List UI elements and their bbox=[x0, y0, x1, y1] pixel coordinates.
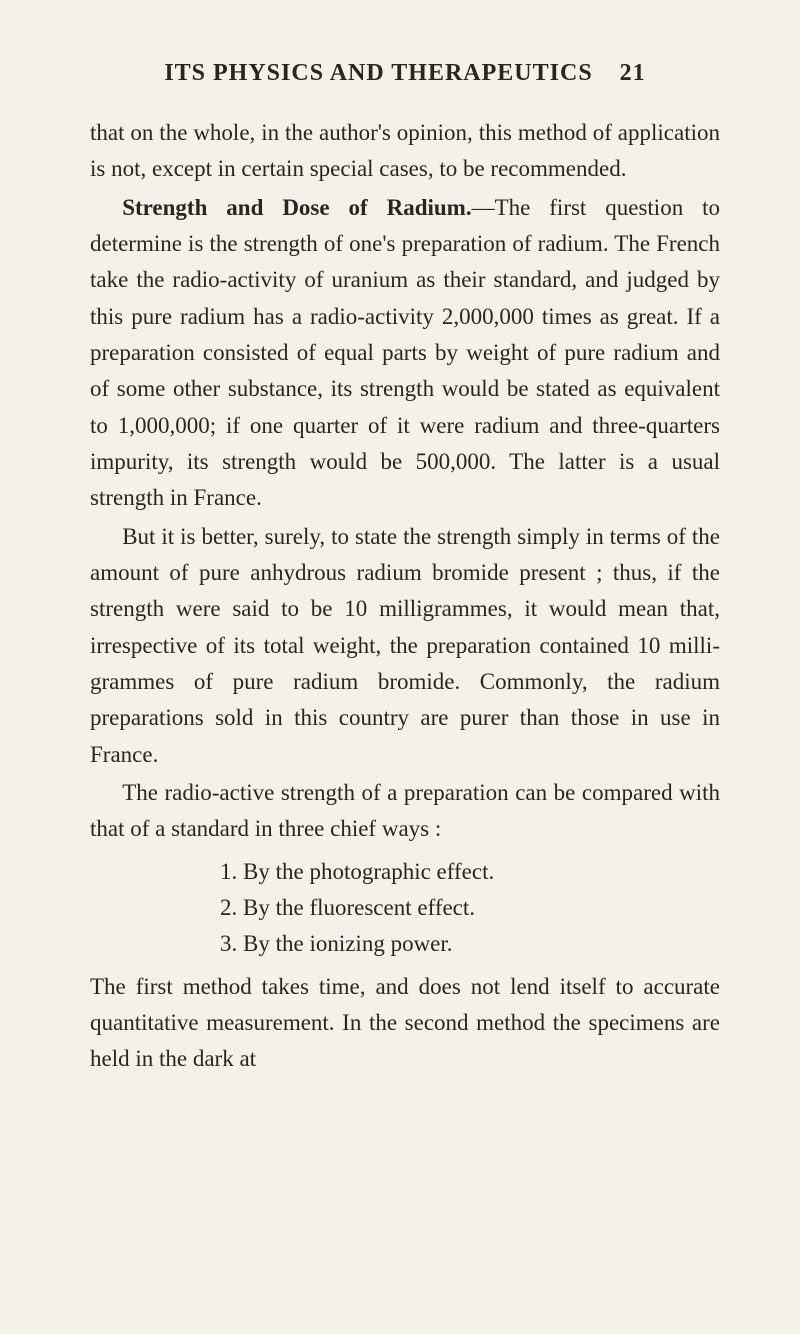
paragraph-2-text: —The first ques­tion to determine is the… bbox=[90, 195, 720, 511]
list-item: 1. By the photographic effect. bbox=[220, 854, 720, 890]
page-number: 21 bbox=[620, 60, 646, 86]
list-item: 3. By the ionizing power. bbox=[220, 926, 720, 962]
paragraph-5: The first method takes time, and does no… bbox=[90, 969, 720, 1078]
numbered-list: 1. By the photographic effect. 2. By the… bbox=[220, 854, 720, 963]
paragraph-1: that on the whole, in the author's opini… bbox=[90, 115, 720, 188]
running-title: ITS PHYSICS AND THERAPEUTICS bbox=[164, 60, 592, 86]
paragraph-3: But it is better, surely, to state the s… bbox=[90, 519, 720, 773]
list-item: 2. By the fluorescent effect. bbox=[220, 890, 720, 926]
paragraph-4: The radio-active strength of a preparati… bbox=[90, 775, 720, 848]
body-text: that on the whole, in the author's opini… bbox=[90, 115, 720, 1078]
paragraph-2: Strength and Dose of Radium.—The first q… bbox=[90, 190, 720, 517]
section-heading: Strength and Dose of Radium. bbox=[122, 195, 471, 220]
page-header: ITS PHYSICS AND THERAPEUTICS 21 bbox=[90, 60, 720, 87]
